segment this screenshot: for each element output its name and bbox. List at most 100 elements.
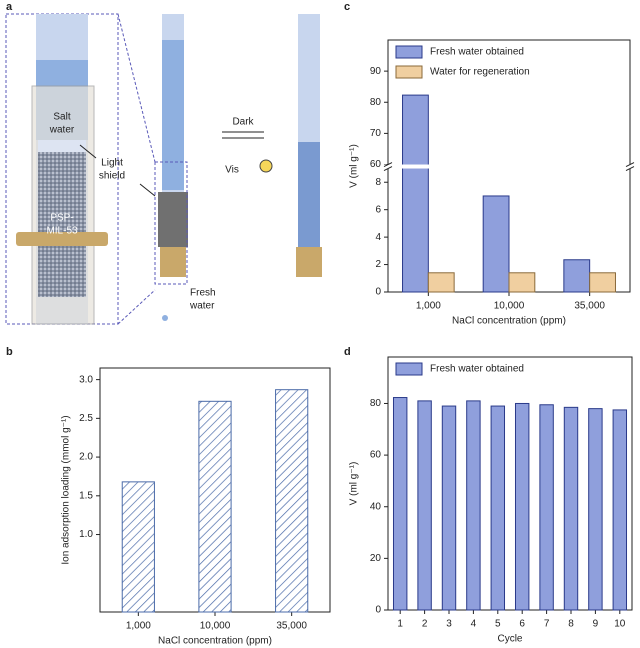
legend-swatch [395,65,423,79]
x-tick-label: 35,000 [276,621,307,632]
label: Dark [232,117,254,128]
y-tick-label: 2 [375,259,381,270]
x-tick-label: 10 [614,619,626,630]
bulb [259,159,273,173]
bar [508,272,536,293]
bar [539,404,554,611]
break-mark [625,166,635,171]
legend-label: Water for regeneration [430,67,530,78]
panel-label: d [344,346,351,358]
light-shield [38,140,86,152]
bar [121,481,155,613]
x-tick-label: 5 [495,619,501,630]
bar [612,409,628,611]
y-tick-label: 70 [370,128,382,139]
bar [514,402,530,611]
diagram: a Salt water Light shield PSP- MIL-53 Fr… [5,1,322,325]
x-axis-label: NaCl concentration (ppm) [452,316,566,327]
bar [402,94,429,293]
y-tick-label: 2.0 [79,452,93,463]
x-tick-label: 10,000 [200,621,231,632]
label: PSP- [50,213,73,224]
y-tick-label: 80 [370,97,382,108]
bar [563,406,579,611]
bar [441,405,457,611]
bar [392,397,408,611]
y-tick-label: 60 [370,450,382,461]
x-tick-label: 8 [568,619,574,630]
tube [298,14,320,142]
y-axis-label: V (ml g⁻¹) [349,462,360,506]
x-tick-label: 35,000 [574,301,605,312]
adsorbent [298,142,320,247]
legend-label: Fresh water obtained [430,47,524,58]
bar [490,405,506,611]
zoom-line [117,289,156,325]
y-tick-label: 0 [375,287,381,298]
x-tick-label: 9 [593,619,599,630]
bar [563,259,591,293]
x-tick-label: 1,000 [126,621,151,632]
label: shield [99,171,125,182]
pointer [79,144,97,159]
plot-frame [387,356,633,611]
x-axis-label: Cycle [497,634,522,645]
y-tick-label: 6 [375,204,381,215]
x-tick-label: 7 [544,619,550,630]
break-mark [383,166,393,171]
y-tick-label: 3.0 [79,374,93,385]
bar [198,400,232,613]
legend-swatch [395,362,423,376]
x-tick-label: 6 [519,619,525,630]
bar [427,272,455,293]
valve [160,247,186,277]
panel-label: a [6,1,13,13]
zoom-line [117,13,156,163]
y-axis-label: Ion adsorption loading (mmol g⁻¹) [61,415,72,564]
bar [482,195,510,293]
break-mark [383,162,393,167]
y-tick-label: 1.0 [79,529,93,540]
y-tick-label: 40 [370,501,382,512]
bar [466,400,481,611]
label: MIL-53 [46,226,78,237]
label: Salt [53,112,70,123]
label: Vis [225,165,239,176]
panel-label: c [344,1,350,13]
x-tick-label: 4 [471,619,477,630]
bar [275,389,309,613]
label: water [49,125,75,136]
legend-label: Fresh water obtained [430,364,524,375]
drop [162,315,168,321]
y-tick-label: 4 [375,232,381,243]
y-tick-label: 80 [370,398,382,409]
y-tick-label: 8 [375,177,381,188]
break-mark [625,162,635,167]
valve [296,247,322,277]
legend-swatch [395,45,423,59]
clamp [16,232,108,246]
x-axis-label: NaCl concentration (ppm) [158,636,272,647]
x-tick-label: 10,000 [494,301,525,312]
y-axis-label: V (ml g⁻¹) [349,144,360,188]
bar [589,272,616,293]
label: Light [101,158,123,169]
label: water [189,301,215,312]
y-tick-label: 1.5 [79,490,93,501]
label: Fresh [190,288,216,299]
x-tick-label: 1,000 [416,301,441,312]
zoom-box [154,161,188,285]
y-tick-label: 2.5 [79,413,93,424]
panel-label: b [6,346,13,358]
x-tick-label: 3 [446,619,452,630]
x-tick-label: 1 [397,619,403,630]
bar [588,408,603,611]
y-tick-label: 0 [375,605,381,616]
x-tick-label: 2 [422,619,428,630]
water [162,40,184,190]
y-tick-label: 90 [370,66,382,77]
y-tick-label: 60 [370,159,382,170]
bar [417,400,432,611]
shield [158,192,188,247]
